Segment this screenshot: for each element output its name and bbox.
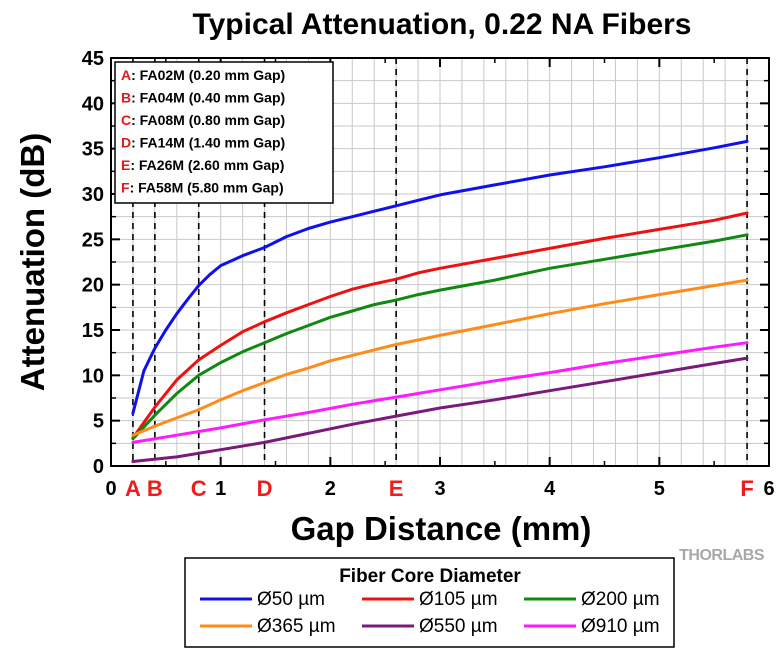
x-tick-label: 3: [434, 478, 445, 500]
legend-item-2: Ø105 µm: [362, 589, 498, 610]
gap-marker-label-a: A: [125, 476, 141, 501]
x-tick-label: 4: [544, 478, 556, 500]
x-tick-label: 1: [215, 478, 226, 500]
legend-label: Ø550 µm: [419, 616, 498, 637]
thorlabs-logo: THORLABS: [679, 547, 765, 564]
gap-marker-label-e: E: [389, 476, 404, 501]
legend-label: Ø200 µm: [581, 589, 660, 610]
annotation-line: B: FA04M (0.40 mm Gap): [121, 90, 285, 106]
legend-item-1: Ø50 µm: [200, 589, 325, 610]
gap-marker-label-f: F: [740, 476, 753, 501]
y-tick-label: 40: [82, 93, 104, 115]
y-axis-label: Attenuation (dB): [14, 133, 51, 391]
legend-label: Ø105 µm: [419, 589, 498, 610]
series-line-6: [131, 341, 749, 444]
annotation-line: D: FA14M (1.40 mm Gap): [121, 135, 285, 151]
series-line-2: [131, 211, 749, 440]
legend-item-4: Ø365 µm: [200, 616, 336, 637]
gap-marker-label-d: D: [257, 476, 273, 501]
legend-label: Ø50 µm: [257, 589, 325, 610]
legend-item-5: Ø550 µm: [362, 616, 498, 637]
legend-title: Fiber Core Diameter: [339, 566, 521, 587]
y-tick-label: 30: [82, 184, 104, 206]
x-tick-label: 6: [763, 478, 774, 500]
series-line-5: [131, 356, 749, 463]
gap-marker-label-b: B: [147, 476, 163, 501]
y-tick-label: 20: [82, 275, 104, 297]
annotation-line: C: FA08M (0.80 mm Gap): [121, 112, 285, 128]
y-tick-label: 5: [93, 411, 104, 433]
legend-frame: [184, 557, 675, 648]
gap-marker-label-c: C: [191, 476, 207, 501]
x-tick-label: 0: [105, 478, 116, 500]
annotation-box-frame: [114, 61, 334, 204]
legend-item-6: Ø910 µm: [524, 616, 660, 637]
legend-label: Ø365 µm: [257, 616, 336, 637]
series-line-3: [131, 233, 749, 441]
series-line-1: [131, 139, 749, 415]
y-tick-label: 45: [82, 48, 104, 70]
x-tick-labels: 0 1 2 3 4 5 6: [105, 478, 774, 500]
y-tick-label: 10: [82, 365, 104, 387]
y-tick-label: 0: [93, 456, 104, 478]
chart-title: Typical Attenuation, 0.22 NA Fibers: [193, 8, 692, 41]
annotation-line: A: FA02M (0.20 mm Gap): [121, 67, 285, 83]
y-tick-labels: 0 5 10 15 20 25 30 35 40 45: [82, 48, 104, 478]
annotation-line: E: FA26M (2.60 mm Gap): [121, 157, 284, 173]
annotation-box: A: FA02M (0.20 mm Gap) B: FA04M (0.40 mm …: [114, 61, 334, 204]
annotation-line: F: FA58M (5.80 mm Gap): [121, 180, 284, 196]
legend: Fiber Core Diameter Ø50 µm Ø105 µm Ø200 µm…: [184, 557, 675, 648]
legend-label: Ø910 µm: [581, 616, 660, 637]
y-tick-label: 25: [82, 229, 104, 251]
series-line-4: [131, 278, 749, 437]
x-axis-label: Gap Distance (mm): [291, 510, 592, 547]
y-tick-label: 15: [82, 320, 104, 342]
x-tick-label: 2: [325, 478, 336, 500]
legend-item-3: Ø200 µm: [524, 589, 660, 610]
y-tick-label: 35: [82, 139, 104, 161]
series-lines: [131, 139, 749, 463]
x-tick-label: 5: [654, 478, 665, 500]
